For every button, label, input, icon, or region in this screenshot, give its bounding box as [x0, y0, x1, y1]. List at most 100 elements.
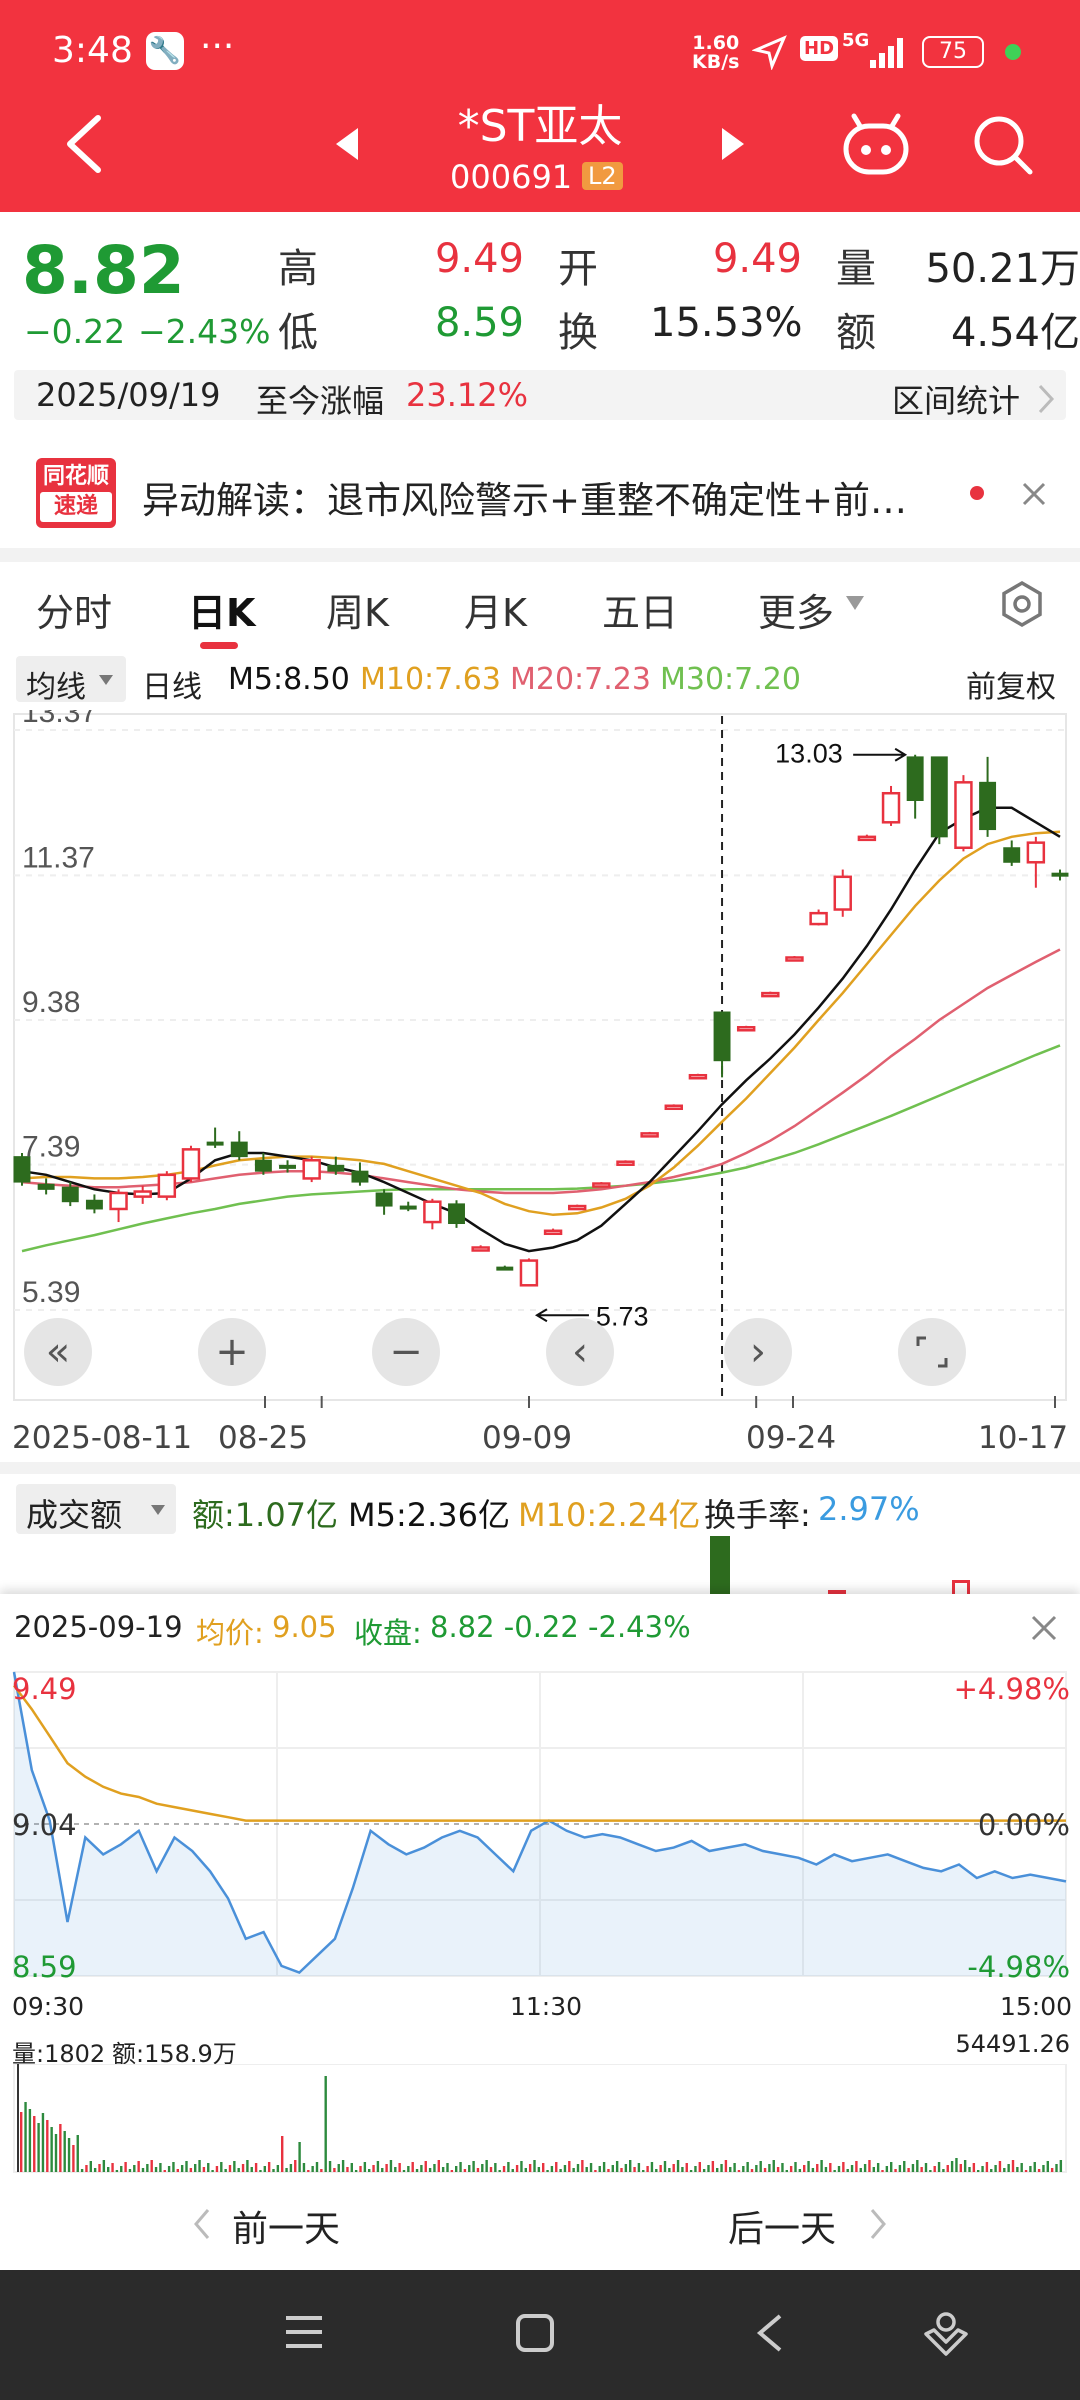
volume-bar — [937, 2162, 941, 2172]
candle — [279, 1160, 297, 1173]
tab-intraday[interactable]: 分时 — [36, 591, 113, 635]
volume-bar — [563, 2165, 567, 2172]
volume-bar — [111, 2163, 114, 2172]
volume-bar — [220, 2162, 223, 2172]
high-annotation: 13.03 — [775, 739, 843, 769]
volume-bar — [163, 2170, 166, 2172]
pan-left-button[interactable]: ‹ — [546, 1318, 614, 1386]
price-tick: 11.37 — [22, 841, 95, 874]
amount-selector[interactable] — [16, 1484, 176, 1534]
tab-five-day[interactable]: 五日 — [602, 591, 679, 635]
volume-bar — [898, 2165, 902, 2172]
tab-more[interactable]: 更多 — [758, 591, 835, 635]
candle — [688, 1073, 708, 1080]
tab-weekly-k[interactable]: 周K — [326, 591, 389, 635]
prev-stock-icon[interactable] — [332, 124, 362, 164]
volume-bar — [807, 2161, 810, 2172]
volume-bar — [433, 2164, 436, 2172]
fullscreen-button[interactable] — [898, 1318, 966, 1386]
volume-bar — [585, 2167, 588, 2172]
volume-bar — [559, 2169, 562, 2172]
volume-bar — [990, 2169, 993, 2172]
volume-bar — [254, 2163, 258, 2172]
collapse-left-button[interactable]: « — [24, 1318, 92, 1386]
volume-bar — [681, 2167, 684, 2172]
volume-bar — [320, 2169, 323, 2172]
volume-bar — [702, 2169, 706, 2172]
settings-icon[interactable] — [998, 580, 1046, 628]
volume-bar — [863, 2164, 867, 2172]
range-label: 至今涨幅 — [256, 382, 385, 420]
volume-bar — [1029, 2166, 1032, 2172]
volume-bar — [611, 2165, 614, 2172]
arrow-left-icon — [534, 1308, 589, 1323]
assistant-icon[interactable] — [922, 2308, 970, 2358]
volume-bar — [607, 2169, 610, 2172]
price-change: −0.22 — [24, 312, 126, 351]
volume-bar — [520, 2161, 523, 2172]
nav-back-icon[interactable] — [752, 2312, 788, 2354]
menu-icon[interactable] — [282, 2312, 326, 2352]
volume-bar — [89, 2161, 92, 2172]
pan-right-button[interactable]: › — [724, 1318, 792, 1386]
volume-bar — [846, 2169, 849, 2172]
candle — [857, 834, 877, 842]
next-day-button[interactable]: 后一天 — [728, 2209, 837, 2250]
volume-bar — [985, 2162, 989, 2172]
volume-bar — [415, 2169, 419, 2172]
open-value: 9.49 — [712, 236, 802, 282]
volume-bar — [76, 2135, 79, 2172]
back-icon[interactable] — [60, 112, 108, 176]
range-stats-button[interactable]: 区间统计 — [892, 382, 1021, 420]
next-stock-icon[interactable] — [718, 124, 748, 164]
volume-bar — [602, 2162, 606, 2172]
ma20-label: M20:7.23 — [510, 662, 651, 697]
home-icon[interactable] — [514, 2312, 556, 2354]
tab-monthly-k[interactable]: 月K — [464, 591, 527, 635]
news-text[interactable]: 异动解读：退市风险警示+重整不确定性+前… — [142, 479, 908, 522]
intraday-chart[interactable] — [0, 1660, 1080, 1990]
volume-bar — [463, 2169, 467, 2172]
zoom-out-button[interactable]: − — [372, 1318, 440, 1386]
volume-bar — [350, 2163, 353, 2172]
logo-bottom: 速递 — [40, 492, 112, 522]
volume-bar — [716, 2168, 719, 2172]
avg-line — [13, 1684, 1066, 1822]
zoom-in-button[interactable]: + — [198, 1318, 266, 1386]
price-tick: 7.39 — [22, 1131, 80, 1164]
volume-bar — [233, 2161, 236, 2172]
volume-bar — [207, 2163, 210, 2172]
volume-bar — [576, 2164, 580, 2172]
adjust-toggle[interactable]: 前复权 — [966, 670, 1056, 705]
volume-bar — [672, 2164, 675, 2172]
volume-bar — [215, 2166, 219, 2172]
system-nav-bar — [0, 2270, 1080, 2400]
volume-bar — [1033, 2162, 1036, 2172]
volume-bar — [424, 2161, 427, 2172]
volume-bar — [872, 2167, 875, 2172]
search-icon[interactable] — [970, 112, 1036, 178]
volume-bar — [1042, 2165, 1045, 2172]
caret-down-icon — [99, 675, 113, 685]
wrench-icon: 🔧 — [146, 32, 184, 70]
tab-daily-k[interactable]: 日K — [188, 591, 256, 635]
volume-bar — [829, 2163, 832, 2172]
volume-bar — [46, 2120, 49, 2172]
kline-chart[interactable]: 13.37 11.37 9.38 7.39 5.39 13.03 5.73 — [0, 710, 1080, 1410]
close-value: 8.82 -0.22 -2.43% — [430, 1610, 691, 1644]
volume-bar — [211, 2170, 214, 2172]
volume-bar — [746, 2162, 749, 2172]
volume-bar — [63, 2131, 66, 2172]
volume-bar — [489, 2167, 493, 2172]
prev-day-button[interactable]: 前一天 — [232, 2209, 341, 2250]
volume-bar — [159, 2163, 162, 2172]
close-icon[interactable] — [1020, 480, 1048, 508]
volume-bar — [398, 2163, 401, 2172]
volume-bar — [842, 2162, 845, 2172]
chevron-right-icon — [870, 2209, 886, 2239]
close-popup-icon[interactable] — [1030, 1614, 1058, 1642]
robot-icon[interactable] — [840, 112, 912, 178]
volume-bar — [224, 2169, 227, 2172]
period-label: 日线 — [142, 670, 202, 705]
volume-bar — [428, 2168, 432, 2172]
